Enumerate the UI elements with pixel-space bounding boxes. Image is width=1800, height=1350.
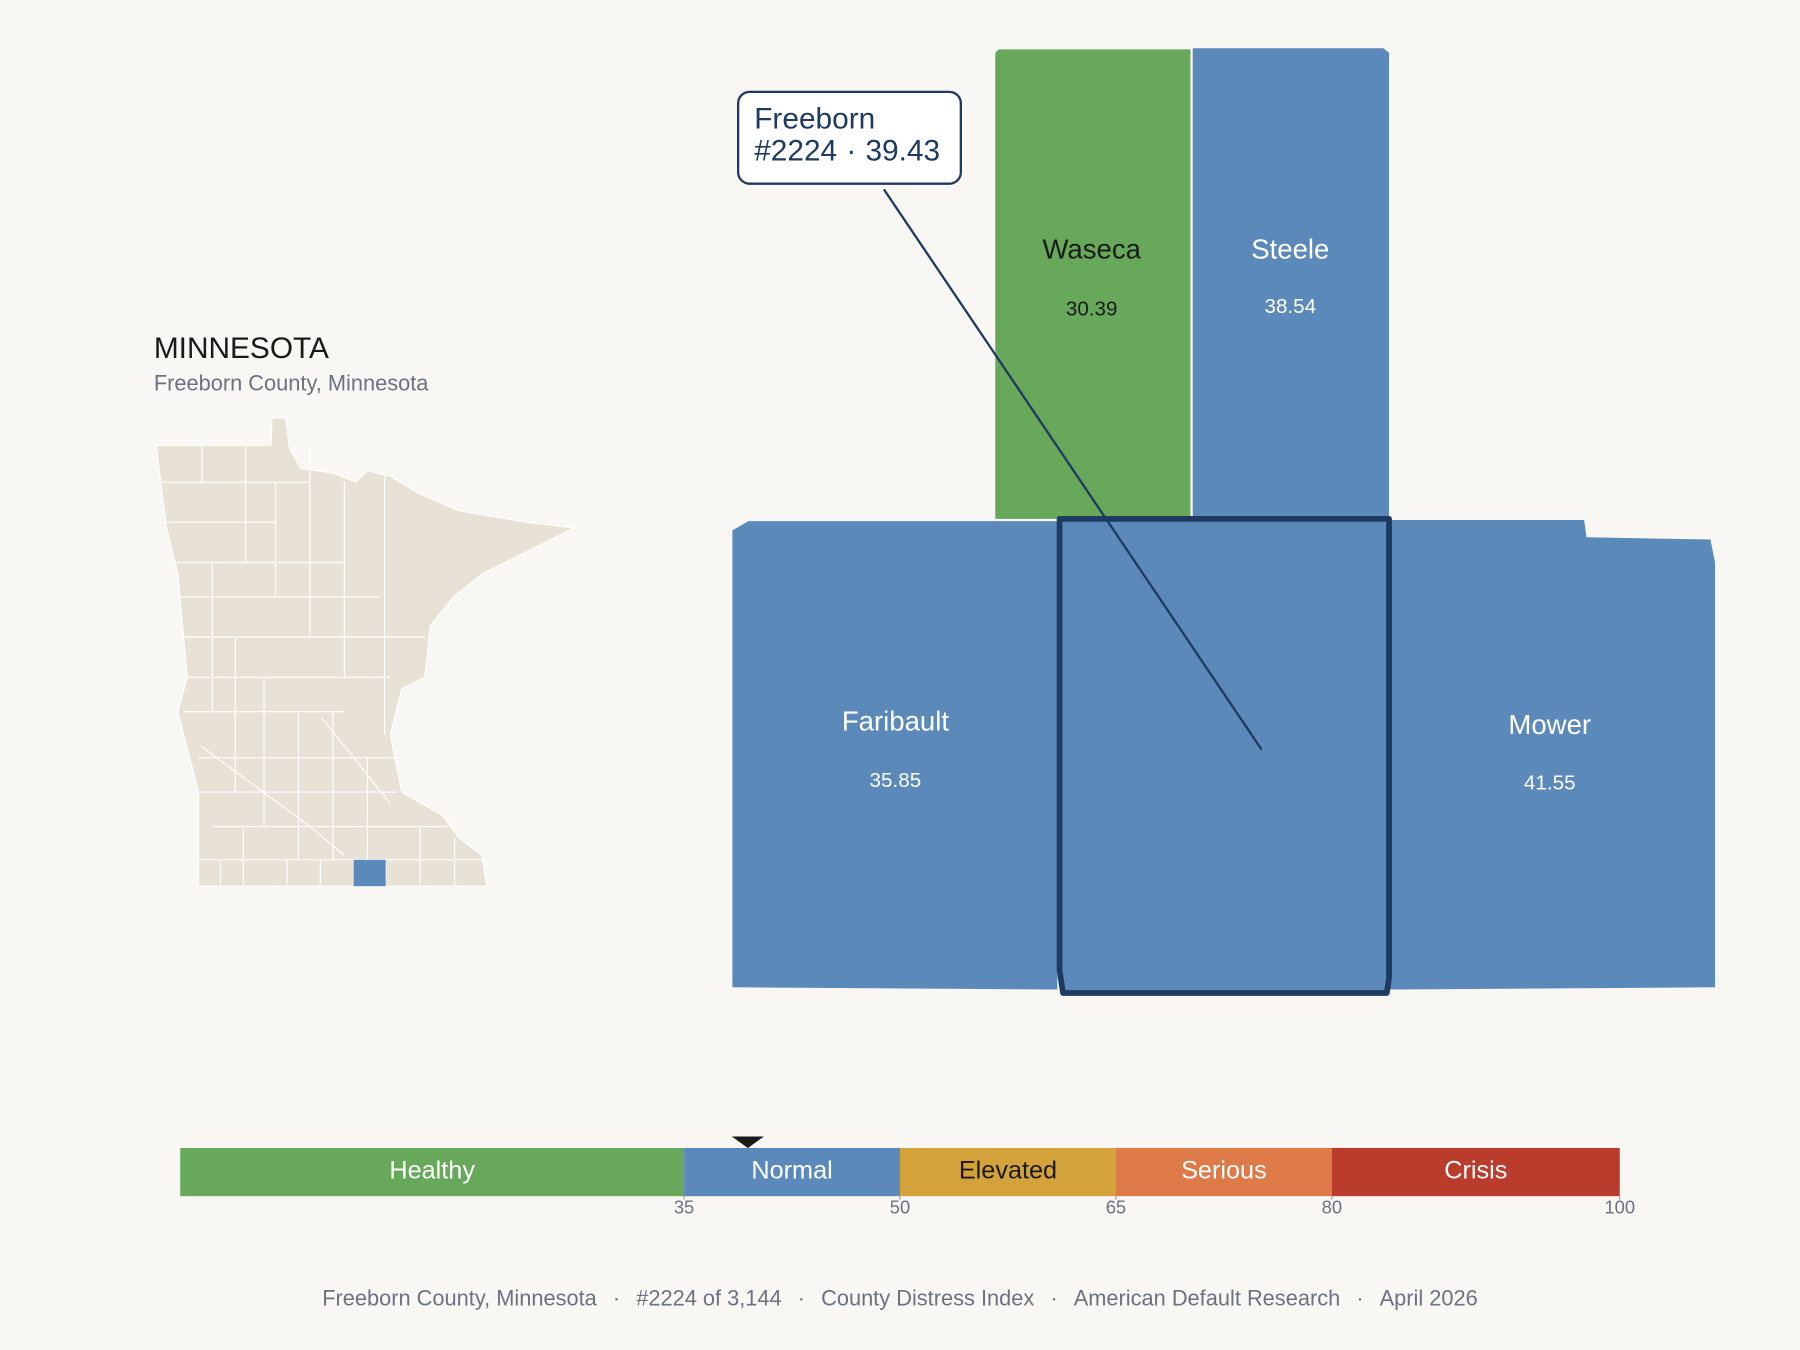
county-value: 30.39 — [1066, 297, 1118, 320]
scale-band — [684, 1147, 900, 1197]
county-name: Mower — [1508, 709, 1591, 740]
county-border — [200, 745, 345, 856]
county-value: 41.55 — [1524, 772, 1576, 795]
footer-separator: · — [1050, 1285, 1057, 1310]
callout-box — [736, 90, 962, 185]
scale-band — [900, 1147, 1116, 1197]
footer-separator: · — [1356, 1285, 1363, 1310]
county-value: 35.85 — [870, 769, 922, 792]
scale-band — [1115, 1147, 1332, 1197]
callout-value: 39.43 — [865, 135, 940, 168]
band-label: Crisis — [1444, 1157, 1507, 1185]
county — [1192, 48, 1390, 519]
scale-band — [1331, 1147, 1620, 1197]
county — [732, 521, 1058, 990]
scale-bar: Healthy Normal Elevated Serious Crisis 35 50 65… — [180, 1136, 1635, 1218]
county-map: Waseca 30.39 Steele 38.54 Faribault 35.85 Mowe… — [732, 48, 1716, 996]
footer-part: American Default Research — [1074, 1285, 1341, 1310]
tick-label: 50 — [890, 1197, 910, 1218]
band-label: Healthy — [389, 1157, 475, 1185]
state-title: MINNESOTA — [154, 332, 329, 365]
callout-rank: #2224 — [754, 135, 837, 168]
county — [995, 49, 1191, 519]
tick-label: 100 — [1604, 1197, 1635, 1218]
selected-county — [1056, 516, 1392, 996]
footer-separator: · — [798, 1285, 805, 1310]
band-label: Elevated — [959, 1157, 1057, 1185]
selected-county-locator — [353, 859, 386, 887]
footer-part: County Distress Index — [821, 1285, 1034, 1310]
footer-part: Freeborn County, Minnesota — [322, 1285, 597, 1310]
county-border — [320, 717, 391, 804]
state-outline — [155, 417, 576, 887]
callout-separator: · — [846, 135, 856, 168]
callout-leader — [882, 188, 1263, 751]
state-subtitle: Freeborn County, Minnesota — [154, 370, 429, 395]
band-label: Serious — [1181, 1157, 1267, 1185]
footer-part: #2224 of 3,144 — [636, 1285, 781, 1310]
tick-label: 80 — [1322, 1197, 1342, 1218]
county — [1389, 520, 1716, 990]
county-name: Faribault — [842, 705, 950, 736]
score-marker — [731, 1136, 764, 1148]
tick-label: 65 — [1106, 1197, 1126, 1218]
callout-detail: #2224 · 39.43 — [754, 135, 940, 168]
state-map — [155, 417, 576, 887]
footer: Freeborn County, Minnesota · #2224 of 3,14… — [322, 1285, 1478, 1310]
tick-label: 35 — [674, 1197, 694, 1218]
band-label: Normal — [751, 1157, 832, 1185]
footer-separator: · — [613, 1285, 620, 1310]
county-name: Steele — [1251, 234, 1329, 265]
footer-part: April 2026 — [1380, 1285, 1478, 1310]
county-name: Waseca — [1042, 234, 1141, 265]
scale-band — [180, 1147, 685, 1197]
callout-name: Freeborn — [754, 102, 875, 135]
county-value: 38.54 — [1264, 295, 1316, 318]
